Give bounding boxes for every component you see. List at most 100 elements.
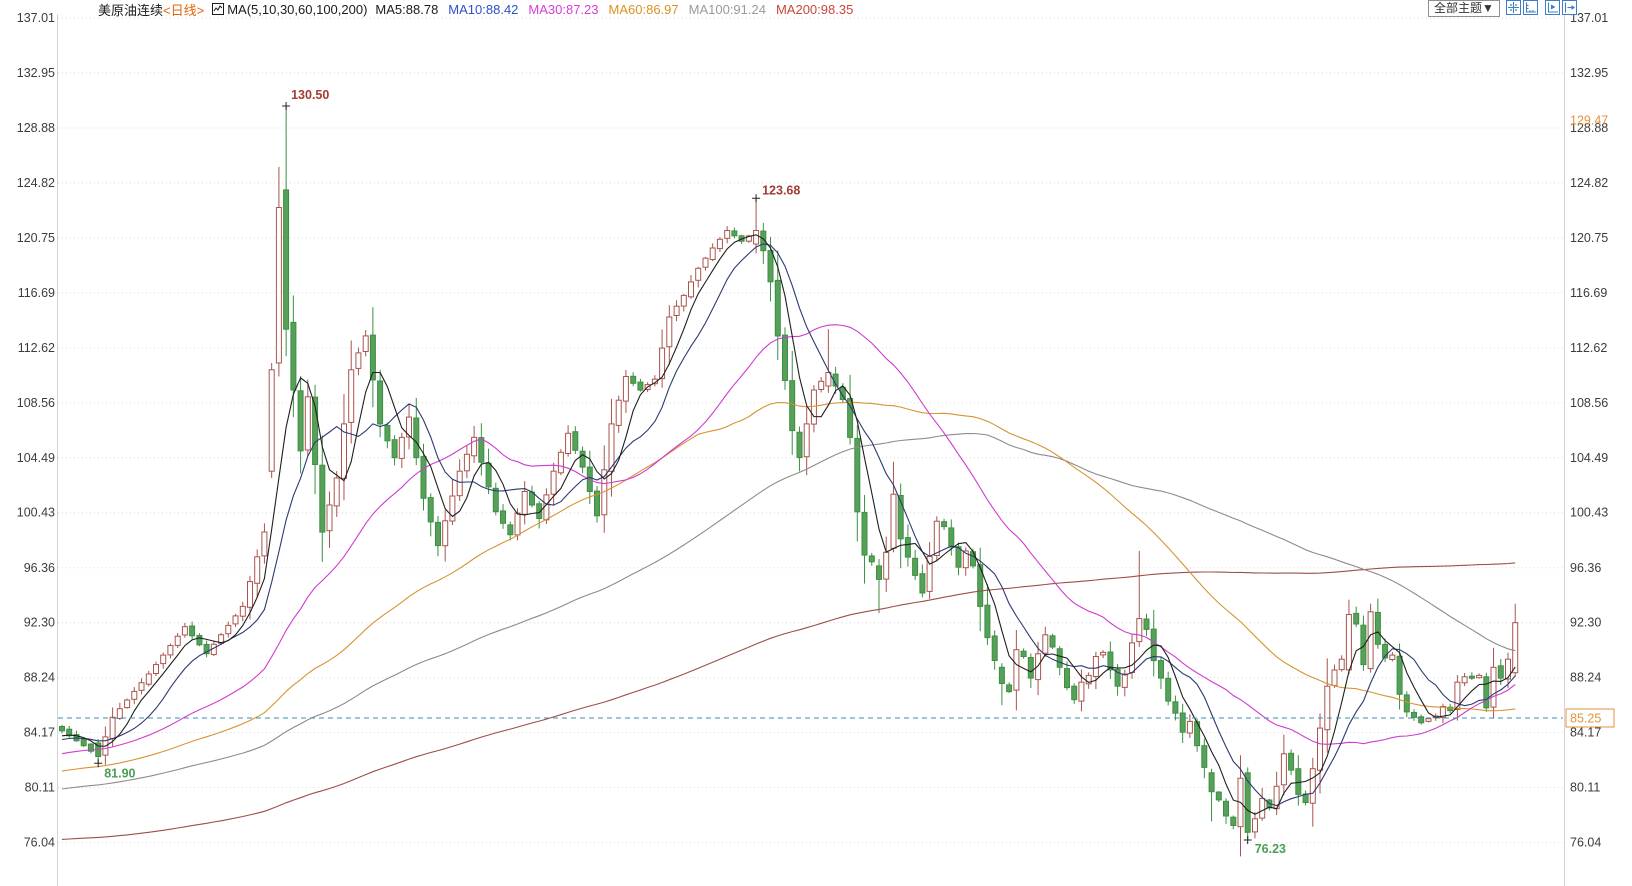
candle-body — [377, 380, 384, 425]
price-tick-label: 128.88 — [17, 121, 55, 135]
candle-body — [1389, 654, 1396, 660]
price-tick-label: 76.04 — [24, 836, 55, 850]
candle-body — [1042, 634, 1049, 654]
extreme-marker-cross — [752, 194, 761, 203]
candle-body — [709, 247, 716, 260]
candle-body — [919, 573, 926, 594]
candle-body — [724, 230, 731, 239]
candle-body — [760, 230, 767, 252]
candle-body — [1020, 650, 1027, 658]
price-axis-left: 137.01 132.95 128.88 124.82 120.75 116.69 112.… — [17, 11, 55, 850]
candle-body — [594, 490, 600, 517]
candle-body — [312, 396, 319, 466]
ma-value: MA100:91.24 — [688, 1, 766, 17]
candle-body — [536, 503, 543, 519]
candle-body — [463, 453, 470, 472]
candle-body — [413, 417, 420, 459]
candle-body — [1338, 658, 1345, 671]
candle-body — [774, 279, 781, 337]
candle-body — [615, 399, 622, 426]
candle-body — [1172, 701, 1179, 714]
candle-body — [1331, 669, 1338, 686]
extreme-price-label: 130.50 — [291, 88, 329, 102]
ma-value: MA200:98.35 — [775, 1, 854, 17]
candle-body — [1201, 745, 1208, 768]
candle-body — [941, 521, 948, 528]
candle-body — [1295, 768, 1302, 795]
price-tick-label: 92.30 — [24, 616, 55, 630]
candle-body — [991, 635, 998, 661]
price-tick-label: 76.04 — [1570, 836, 1601, 850]
candle-body — [398, 436, 405, 459]
candle-body — [485, 462, 492, 488]
candle-body — [1411, 711, 1417, 718]
candles — [59, 106, 1519, 857]
candle-body — [275, 207, 282, 364]
candle-body — [297, 390, 304, 452]
candle-body — [369, 334, 376, 381]
candle-body — [666, 316, 673, 348]
pan-right-icon[interactable] — [1561, 0, 1577, 15]
candle-body — [688, 281, 694, 298]
price-tick-label: 112.62 — [1570, 341, 1607, 355]
price-tick-label: 104.49 — [1570, 451, 1608, 465]
candle-body — [637, 381, 644, 391]
candle-body — [239, 605, 246, 617]
ma5-line — [61, 234, 1516, 815]
price-tick-label: 84.17 — [24, 726, 55, 740]
ma-value: MA30:87.23 — [528, 1, 599, 17]
candle-body — [1230, 816, 1237, 827]
candle-body — [1505, 658, 1511, 680]
candle-body — [420, 456, 427, 499]
crosshair-move-icon[interactable] — [1505, 0, 1521, 15]
price-axis-right[interactable]: 137.01 132.95 128.88 124.82 120.75 116.69 112.… — [1570, 11, 1608, 850]
candle-body — [66, 728, 73, 737]
candle-body — [427, 497, 434, 523]
ma30-line — [61, 324, 1516, 755]
candle-body — [904, 537, 911, 558]
ma-value: MA60:86.97 — [608, 1, 679, 17]
candle-body — [471, 436, 478, 457]
candle-body — [1158, 660, 1164, 679]
candle-body — [789, 380, 796, 432]
candle-body — [1468, 675, 1475, 679]
theme-select-button[interactable]: 全部主题▼ — [1428, 0, 1500, 17]
candle-body — [796, 431, 803, 459]
axis-play-icon[interactable] — [1544, 0, 1560, 15]
candle-body — [1367, 611, 1374, 670]
extreme-annotation: 81.90 — [94, 759, 136, 780]
candle-body — [1085, 674, 1092, 685]
candle-body — [109, 716, 116, 739]
ma100-line — [61, 432, 1516, 790]
candle-body — [854, 437, 861, 513]
candle-body — [218, 634, 225, 644]
candle-body — [319, 464, 326, 533]
candle-body — [87, 743, 94, 752]
candle-body — [977, 564, 984, 607]
candle-body — [1027, 657, 1034, 679]
axis-scale-icon[interactable] — [1522, 0, 1538, 15]
price-tick-label: 100.43 — [17, 506, 55, 520]
candle-body — [608, 423, 615, 472]
period-label[interactable]: <日线> — [163, 2, 205, 18]
candle-body — [1071, 685, 1078, 701]
candle-body — [1136, 618, 1143, 643]
candle-body — [868, 555, 875, 563]
candle-body — [1129, 642, 1135, 674]
candle-body — [962, 550, 969, 569]
ma10-line — [61, 243, 1516, 807]
chart-legend: 美原油连续 <日线> MA(5,10,30,60,100,200) MA5:88… — [98, 1, 863, 18]
candle-body — [333, 477, 340, 507]
candle-body — [1324, 685, 1331, 731]
ma-settings-label[interactable]: MA(5,10,30,60,100,200) — [227, 1, 368, 17]
candle-body — [883, 551, 890, 580]
candle-body — [500, 510, 506, 524]
candle-body — [225, 624, 232, 635]
candle-body — [702, 257, 709, 268]
candle-body — [1208, 772, 1215, 793]
candle-body — [1461, 676, 1468, 684]
candle-body — [1396, 655, 1403, 695]
price-tick-label: 112.62 — [18, 341, 55, 355]
